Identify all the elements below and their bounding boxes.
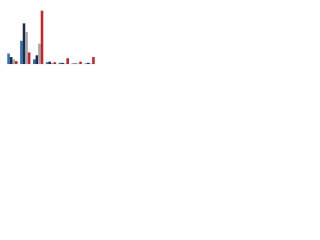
bar — [63, 63, 67, 64]
bar — [20, 40, 23, 64]
bar — [61, 62, 64, 64]
bar — [9, 57, 13, 64]
chart — [0, 0, 100, 71]
background — [0, 0, 100, 71]
bar — [38, 43, 41, 64]
bar — [89, 63, 93, 64]
bar — [33, 59, 36, 64]
bar — [22, 23, 26, 64]
bar — [53, 62, 57, 64]
page: (() => { const data = JSON.parse(documen… — [0, 0, 320, 71]
bar — [87, 62, 90, 64]
bar — [71, 63, 75, 64]
bar — [15, 61, 18, 64]
bar — [84, 63, 87, 64]
bar — [7, 53, 10, 64]
bar — [74, 63, 77, 64]
bar — [92, 57, 95, 64]
bar — [58, 62, 62, 64]
bar — [27, 52, 31, 64]
bar — [66, 58, 69, 64]
bar — [40, 10, 44, 65]
bar — [12, 59, 15, 64]
bar — [48, 61, 51, 64]
bar — [51, 62, 54, 64]
bar — [79, 61, 82, 64]
bar — [45, 62, 49, 64]
bar — [25, 32, 28, 64]
bar — [76, 63, 80, 64]
bar — [35, 55, 39, 64]
